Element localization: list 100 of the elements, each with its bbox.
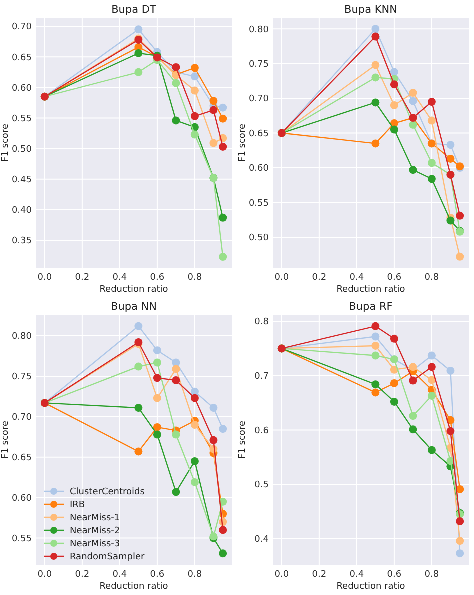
point <box>409 426 418 434</box>
point <box>172 79 180 88</box>
point <box>372 32 380 41</box>
point <box>390 334 398 343</box>
y-axis-title: F1 score <box>1 124 11 162</box>
x-tick-label: 0.6 <box>150 570 165 580</box>
point <box>390 80 398 89</box>
point <box>153 358 162 367</box>
x-tick-label: 0.4 <box>350 273 364 283</box>
y-tick-label: 0.70 <box>12 413 32 424</box>
point <box>372 98 380 107</box>
y-tick-label: 0.5 <box>254 480 269 491</box>
point <box>428 376 436 384</box>
point <box>190 478 199 486</box>
x-tick-label: 0.2 <box>312 273 327 283</box>
point <box>134 49 143 58</box>
x-tick-label: 0.6 <box>150 273 165 283</box>
y-tick-label: 0.8 <box>254 318 270 328</box>
legend-label: IRB <box>70 500 86 511</box>
legend-label: ClusterCentroids <box>70 488 146 498</box>
x-tick-label: 0.0 <box>38 273 52 283</box>
x-tick-label: 0.4 <box>112 273 128 283</box>
point <box>428 175 436 184</box>
y-tick-label: 0.80 <box>12 332 32 342</box>
point <box>172 376 180 385</box>
x-tick-label: 0.8 <box>424 273 440 283</box>
x-tick-label: 0.4 <box>112 570 128 580</box>
point <box>446 141 455 150</box>
point <box>153 346 162 355</box>
x-tick-label: 0.0 <box>38 570 52 580</box>
y-tick-label: 0.60 <box>12 84 32 94</box>
y-tick-label: 0.80 <box>248 25 270 36</box>
x-tick-label: 0.0 <box>274 273 290 283</box>
point <box>409 363 418 372</box>
point <box>219 214 228 222</box>
point <box>219 142 228 151</box>
point <box>390 398 398 406</box>
legend-label: NearMiss-1 <box>70 514 120 524</box>
x-axis-title: Reduction ratio <box>100 285 169 295</box>
point <box>456 537 464 546</box>
point <box>456 252 464 261</box>
y-tick-label: 0.50 <box>12 144 32 155</box>
point <box>390 126 398 134</box>
point <box>428 352 436 360</box>
point <box>409 376 418 385</box>
point <box>390 102 398 110</box>
point <box>372 74 380 82</box>
point <box>456 212 464 220</box>
chart-title: Bupa NN <box>110 301 158 313</box>
x-tick-label: 0.6 <box>387 273 402 283</box>
point <box>372 352 380 360</box>
point <box>210 436 218 444</box>
y-tick-label: 0.55 <box>12 114 32 124</box>
point <box>210 139 218 148</box>
y-axis-title: F1 score <box>1 420 11 459</box>
point <box>446 154 455 163</box>
point <box>172 116 180 125</box>
point <box>153 430 162 439</box>
point <box>372 322 380 330</box>
chart-title: Bupa DT <box>112 4 157 16</box>
point <box>446 366 455 375</box>
point <box>219 425 228 434</box>
y-axis-title: F1 score <box>238 420 248 459</box>
y-tick-label: 0.6 <box>254 426 270 436</box>
point <box>446 427 455 436</box>
point <box>134 362 143 371</box>
legend-label: RandomSampler <box>70 552 146 563</box>
x-tick-label: 0.6 <box>387 570 402 580</box>
point <box>134 322 143 330</box>
y-tick-label: 0.70 <box>248 94 270 105</box>
y-axis-title: F1 score <box>238 124 248 162</box>
point <box>219 114 228 123</box>
point <box>210 106 218 114</box>
legend-label: NearMiss-2 <box>70 526 120 537</box>
chart-title: Bupa RF <box>349 301 393 313</box>
point <box>428 159 436 168</box>
x-tick-label: 0.8 <box>424 570 440 580</box>
point <box>409 120 418 129</box>
point <box>409 166 418 174</box>
x-axis-title: Reduction ratio <box>336 285 406 295</box>
point <box>190 112 199 120</box>
point <box>456 518 464 526</box>
point <box>190 394 199 402</box>
y-tick-label: 0.60 <box>12 494 32 504</box>
x-axis-title: Reduction ratio <box>100 582 169 592</box>
point <box>428 98 436 106</box>
point <box>219 253 228 261</box>
y-tick-label: 0.55 <box>12 534 32 544</box>
point <box>409 89 418 97</box>
y-tick-label: 0.70 <box>12 22 32 33</box>
y-tick-label: 0.60 <box>248 164 270 174</box>
point <box>390 68 398 76</box>
x-axis-title: Reduction ratio <box>336 582 406 592</box>
y-tick-label: 0.65 <box>12 53 32 64</box>
point <box>134 68 143 76</box>
point <box>134 26 143 34</box>
point <box>172 64 180 72</box>
point <box>190 421 199 430</box>
point <box>219 104 228 112</box>
point <box>190 457 199 466</box>
